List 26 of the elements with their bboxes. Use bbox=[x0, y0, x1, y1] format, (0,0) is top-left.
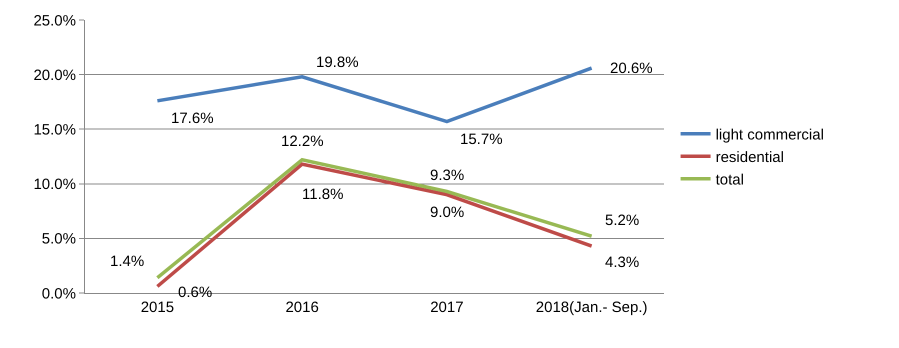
legend-label: residential bbox=[716, 149, 784, 166]
data-label: 1.4% bbox=[110, 253, 144, 270]
y-tick-label: 25.0% bbox=[33, 12, 76, 30]
data-label: 4.3% bbox=[605, 254, 640, 271]
line-series bbox=[156, 66, 594, 124]
data-label: 19.8% bbox=[316, 54, 359, 71]
y-tick-label: 15.0% bbox=[33, 121, 76, 138]
y-tick-label: 10.0% bbox=[33, 176, 76, 194]
x-tick-label: 2017 bbox=[430, 299, 464, 316]
data-label: 12.2% bbox=[281, 133, 324, 150]
legend-label: total bbox=[716, 172, 744, 189]
data-label: 15.7% bbox=[460, 131, 503, 148]
x-tick-label: 2016 bbox=[285, 299, 319, 316]
y-tick-label: 0.0% bbox=[42, 285, 76, 302]
x-tick-label: 2018(Jan.- Sep.) bbox=[536, 299, 648, 316]
data-label: 0.6% bbox=[178, 284, 212, 301]
data-label: 9.0% bbox=[430, 204, 464, 221]
data-label: 9.3% bbox=[430, 167, 464, 184]
x-tick-label: 2015 bbox=[140, 299, 174, 316]
y-tick-label: 20.0% bbox=[33, 66, 76, 84]
legend-label: light commercial bbox=[716, 126, 824, 144]
data-label: 20.6% bbox=[610, 60, 653, 77]
y-tick-label: 5.0% bbox=[42, 230, 76, 248]
data-label: 11.8% bbox=[302, 186, 344, 203]
data-label: 17.6% bbox=[171, 110, 214, 127]
data-label: 5.2% bbox=[605, 212, 640, 229]
